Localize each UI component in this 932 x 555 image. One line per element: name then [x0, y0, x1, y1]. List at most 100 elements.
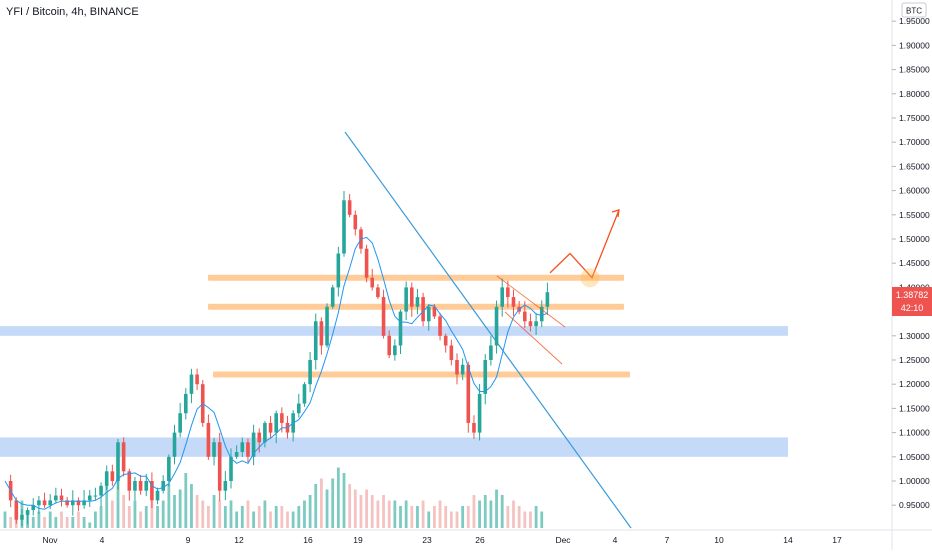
price-tick-label: 1.90000 — [899, 40, 930, 50]
volume-bar — [257, 506, 261, 528]
candle-body — [14, 500, 19, 520]
candle-body — [144, 481, 149, 491]
last-price-marker: 1.38782 42:10 — [892, 287, 932, 316]
volume-bar — [410, 506, 414, 528]
volume-bar — [297, 506, 301, 528]
candle-body — [410, 287, 414, 307]
price-tick-labels: 1.95000 1.90000 1.85000 1.80000 1.75000 1.700… — [892, 16, 930, 510]
channel-upper-line[interactable] — [496, 275, 566, 328]
price-tick-label: 1.45000 — [899, 258, 930, 268]
volume-bar — [71, 517, 75, 528]
projection-arrowhead[interactable] — [611, 209, 620, 218]
candle-body — [116, 442, 120, 481]
candle-body — [421, 297, 425, 322]
candle-body — [545, 292, 550, 307]
volume-bar — [455, 511, 459, 528]
candle-body — [223, 481, 228, 491]
resistance-levels — [208, 274, 630, 378]
time-tick-label: 26 — [475, 535, 485, 545]
candle-body — [217, 442, 222, 491]
volume-bar — [105, 484, 109, 528]
descending-trendline[interactable] — [344, 131, 632, 529]
candle-body — [443, 335, 448, 346]
time-tick-label: 9 — [186, 535, 191, 545]
volume-bar — [173, 495, 176, 528]
support-zones — [0, 326, 788, 457]
time-tick-label: Dec — [555, 535, 571, 545]
candle-body — [133, 481, 137, 491]
time-tick-label: Nov — [42, 535, 58, 545]
volume-bar — [99, 506, 103, 528]
candle-body — [455, 360, 459, 375]
candle-body — [172, 432, 177, 457]
volume-bar — [48, 511, 52, 528]
candle-body — [483, 360, 488, 394]
price-tick-label: 1.55000 — [899, 210, 930, 220]
candle-body — [438, 316, 442, 336]
volume-bar — [156, 506, 159, 528]
candle-body — [528, 321, 533, 327]
candle-body — [302, 384, 307, 404]
candle-body — [500, 287, 504, 307]
volume-bar — [370, 495, 374, 528]
candle-body — [31, 505, 36, 511]
candle-body — [206, 422, 211, 457]
candle-body — [229, 456, 233, 481]
volume-bar — [54, 517, 58, 528]
trendline-drawing[interactable] — [344, 131, 632, 529]
projection-arrow-path[interactable] — [549, 209, 620, 279]
candle-body — [20, 514, 24, 520]
volume-bar — [478, 500, 481, 528]
time-tick-label: 17 — [832, 535, 842, 545]
volume-bar — [348, 484, 352, 528]
candle-body — [347, 200, 352, 215]
candle-body — [138, 481, 143, 491]
candle-body — [195, 374, 199, 385]
price-tick-label: 1.20000 — [899, 379, 930, 389]
volume-bar — [280, 506, 284, 528]
candle-body — [127, 471, 132, 491]
volume-bar — [274, 506, 278, 528]
candle-body — [65, 500, 69, 506]
volume-bar — [314, 484, 318, 528]
volume-bar — [161, 500, 165, 528]
price-tick-label: 1.00000 — [899, 476, 930, 486]
volume-bar — [461, 506, 465, 528]
candle-body — [472, 422, 476, 433]
candle-body — [274, 413, 278, 433]
volume-bar — [212, 495, 216, 528]
last-price-box — [892, 287, 932, 316]
candle-body — [494, 306, 499, 346]
channel-lower-line[interactable] — [504, 311, 563, 365]
horizontal-level — [208, 274, 624, 281]
candle-body — [263, 422, 267, 443]
candle-body — [523, 311, 527, 322]
time-tick-label: 23 — [422, 535, 432, 545]
candle-body — [25, 510, 30, 515]
time-tick-label: 19 — [353, 535, 363, 545]
highlight-circle[interactable] — [580, 268, 600, 288]
volume-bar — [133, 500, 137, 528]
volume-bar — [246, 500, 250, 528]
price-tick-label: 1.30000 — [899, 331, 930, 341]
volume-bar — [342, 473, 346, 528]
volume-bar — [534, 506, 538, 528]
volume-bar — [184, 473, 188, 528]
price-tick-label: 1.50000 — [899, 234, 930, 244]
candle-body — [353, 214, 358, 230]
volume-bar — [449, 511, 453, 528]
candle-body — [393, 345, 397, 356]
volume-bar — [466, 506, 470, 528]
price-tick-label: 1.60000 — [899, 186, 930, 196]
time-tick-label: 12 — [234, 535, 244, 545]
currency-label: BTC — [906, 7, 922, 16]
projection-annotation[interactable] — [496, 209, 620, 365]
volume-bar — [404, 500, 408, 528]
volume-bar — [512, 500, 515, 528]
candle-body — [178, 413, 182, 433]
volume-bar — [444, 506, 448, 528]
candle-body — [251, 432, 256, 457]
